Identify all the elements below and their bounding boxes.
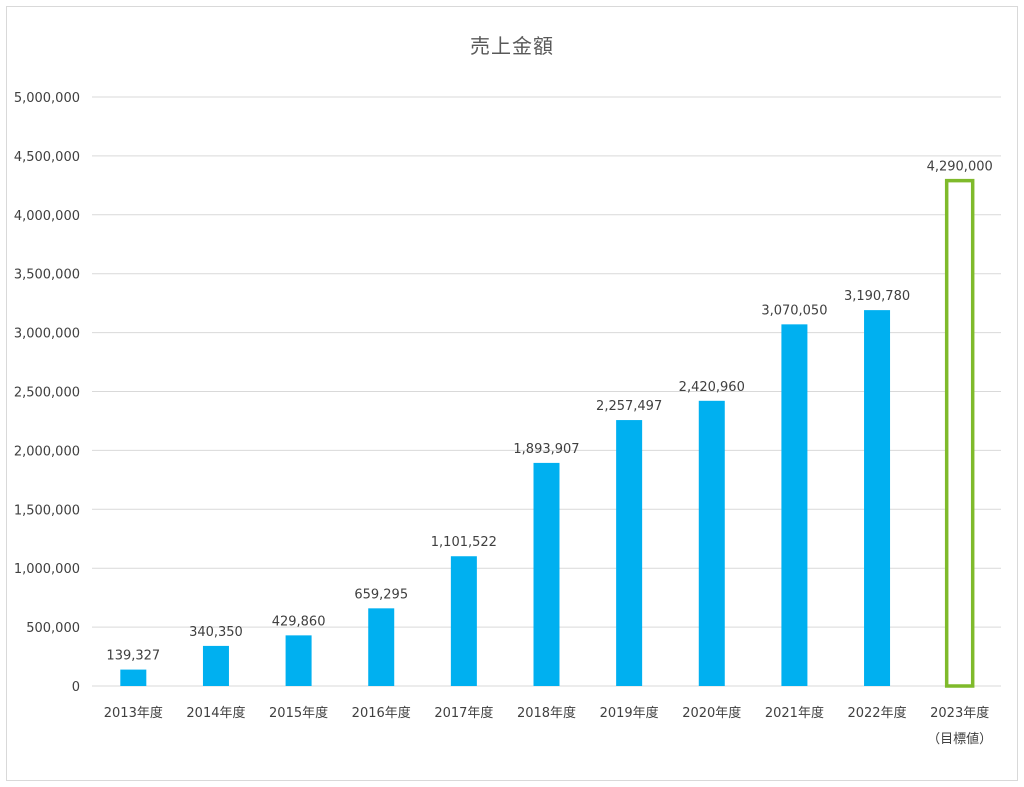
data-label: 429,860 xyxy=(272,614,326,629)
x-tick-label-sub: （目標値） xyxy=(927,731,992,747)
bar xyxy=(616,420,643,686)
x-tick-label: 2019年度 xyxy=(600,705,659,721)
y-tick-label: 2,000,000 xyxy=(14,444,80,459)
y-tick-label: 4,000,000 xyxy=(14,209,80,224)
x-tick-label: 2016年度 xyxy=(352,705,411,721)
bar xyxy=(781,324,808,686)
x-tick-label: 2022年度 xyxy=(847,705,906,721)
x-tick-label: 2015年度 xyxy=(269,705,328,721)
bar xyxy=(698,400,725,686)
data-label: 2,257,497 xyxy=(596,399,662,414)
x-tick-label: 2023年度 xyxy=(930,705,989,721)
bar xyxy=(864,310,891,686)
bar xyxy=(533,462,560,686)
bar xyxy=(120,669,147,686)
y-tick-label: 1,500,000 xyxy=(14,503,80,518)
data-label: 3,190,780 xyxy=(844,289,910,304)
y-tick-label: 3,500,000 xyxy=(14,268,80,283)
bar xyxy=(285,635,312,686)
chart-title: 売上金額 xyxy=(470,34,554,58)
x-tick-label: 2018年度 xyxy=(517,705,576,721)
data-label: 1,893,907 xyxy=(513,442,579,457)
data-label: 3,070,050 xyxy=(761,303,827,318)
data-label: 659,295 xyxy=(354,587,408,602)
x-tick-label: 2021年度 xyxy=(765,705,824,721)
data-label: 1,101,522 xyxy=(431,535,497,550)
x-tick-label: 2020年度 xyxy=(682,705,741,721)
y-tick-label: 3,000,000 xyxy=(14,327,80,342)
data-label: 340,350 xyxy=(189,625,243,640)
x-tick-label: 2014年度 xyxy=(186,705,245,721)
data-label: 139,327 xyxy=(106,649,160,664)
chart-frame xyxy=(6,6,1018,781)
y-tick-label: 500,000 xyxy=(26,621,80,636)
data-label: 4,290,000 xyxy=(927,160,993,175)
x-tick-label: 2013年度 xyxy=(104,705,163,721)
y-tick-label: 5,000,000 xyxy=(14,91,80,106)
bar xyxy=(202,645,229,686)
data-label: 2,420,960 xyxy=(679,380,745,395)
bar xyxy=(450,556,477,686)
target-bar xyxy=(944,178,975,688)
bar xyxy=(368,608,395,686)
y-tick-label: 1,000,000 xyxy=(14,562,80,577)
x-tick-label: 2017年度 xyxy=(434,705,493,721)
y-tick-label: 2,500,000 xyxy=(14,386,80,401)
y-tick-label: 0 xyxy=(72,680,80,695)
y-tick-label: 4,500,000 xyxy=(14,150,80,165)
